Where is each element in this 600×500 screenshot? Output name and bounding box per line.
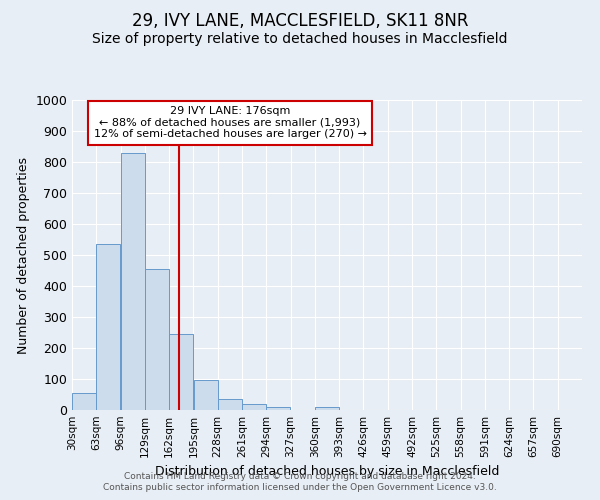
Bar <box>242 404 266 410</box>
Text: Contains HM Land Registry data © Crown copyright and database right 2024.: Contains HM Land Registry data © Crown c… <box>124 472 476 481</box>
Text: Size of property relative to detached houses in Macclesfield: Size of property relative to detached ho… <box>92 32 508 46</box>
Bar <box>218 398 242 410</box>
Bar <box>315 407 339 410</box>
Bar <box>97 244 121 410</box>
Text: 29, IVY LANE, MACCLESFIELD, SK11 8NR: 29, IVY LANE, MACCLESFIELD, SK11 8NR <box>132 12 468 30</box>
Bar <box>266 407 290 410</box>
Bar <box>121 152 145 410</box>
Bar <box>145 269 169 410</box>
Text: Contains public sector information licensed under the Open Government Licence v3: Contains public sector information licen… <box>103 484 497 492</box>
X-axis label: Distribution of detached houses by size in Macclesfield: Distribution of detached houses by size … <box>155 466 499 478</box>
Bar <box>169 334 193 410</box>
Bar <box>72 393 96 410</box>
Bar <box>194 380 218 410</box>
Y-axis label: Number of detached properties: Number of detached properties <box>17 156 30 354</box>
Text: 29 IVY LANE: 176sqm
← 88% of detached houses are smaller (1,993)
12% of semi-det: 29 IVY LANE: 176sqm ← 88% of detached ho… <box>94 106 367 140</box>
